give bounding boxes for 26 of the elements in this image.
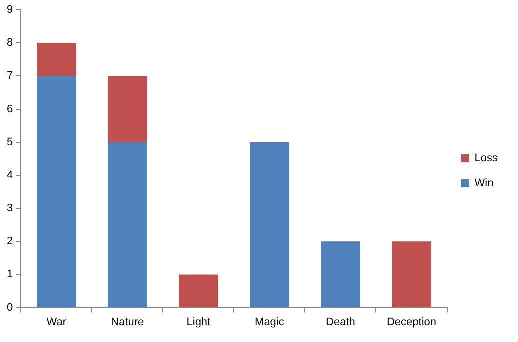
y-tick-label: 6 — [6, 103, 14, 116]
y-tick-label: 5 — [6, 136, 14, 148]
bar — [37, 76, 76, 308]
y-tick-label: 4 — [6, 169, 14, 182]
bar — [37, 43, 76, 76]
y-tick-label: 9 — [6, 4, 14, 16]
legend-label: Loss — [474, 152, 498, 165]
bar — [321, 242, 360, 308]
x-tick-label: Magic — [255, 316, 285, 328]
x-tick-label: Light — [186, 316, 211, 328]
bar — [108, 142, 148, 308]
x-tick-label: Death — [326, 316, 356, 328]
y-tick-label: 3 — [6, 202, 14, 215]
y-tick-label: 1 — [6, 268, 14, 281]
y-tick-label: 7 — [6, 70, 14, 82]
x-tick-label: Nature — [111, 316, 144, 328]
bar — [392, 242, 432, 308]
bar — [250, 142, 290, 308]
x-tick-label: Deception — [386, 316, 437, 328]
x-tick-label: War — [46, 316, 67, 328]
y-tick-label: 0 — [6, 302, 14, 314]
bar — [108, 76, 148, 142]
y-tick-label: 2 — [6, 236, 14, 248]
y-tick-label: 8 — [6, 37, 14, 50]
bar — [179, 274, 218, 308]
legend-label: Win — [474, 178, 494, 190]
